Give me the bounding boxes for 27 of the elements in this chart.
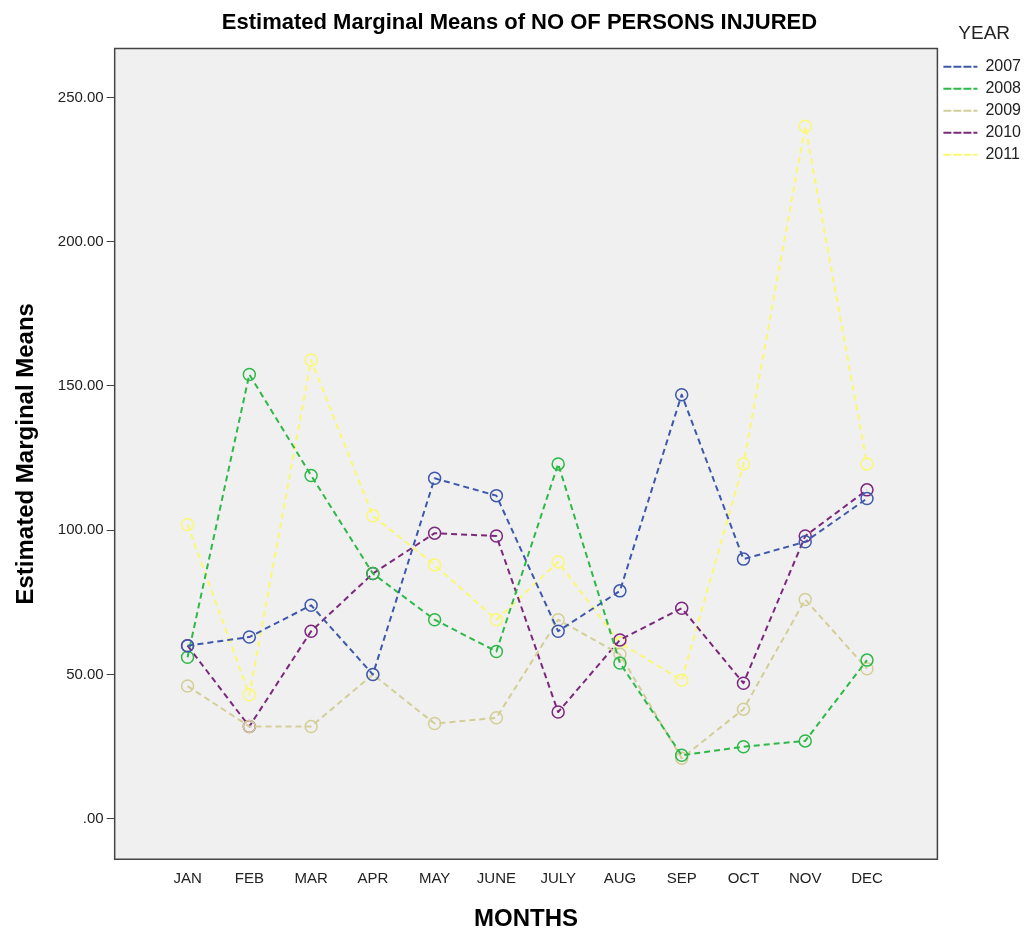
y-tick-label: 150.00 [57,376,104,394]
x-tick-label: APR [357,869,389,887]
y-tick-label: 100.00 [57,520,104,538]
y-tick-label: 50.00 [66,664,104,682]
x-tick-label: NOV [788,869,822,887]
legend-label: 2007 [985,57,1022,75]
y-tick-label: .00 [82,808,104,826]
legend-title: YEAR [958,21,1011,43]
x-tick-label: JUNE [476,869,516,887]
x-axis-title: MONTHS [474,904,579,932]
x-tick-label: MAY [418,869,451,887]
x-tick-label: OCT [727,869,760,887]
x-tick-label: SEP [666,869,697,887]
legend-label: 2011 [985,145,1020,163]
y-axis-title: Estimated Marginal Means [11,303,39,605]
legend-label: 2010 [985,123,1022,141]
legend-label: 2009 [985,101,1022,119]
x-tick-label: FEB [234,869,264,887]
y-tick-label: 200.00 [57,231,104,249]
x-tick-label: JULY [540,869,576,887]
x-tick-label: AUG [603,869,637,887]
chart-title: Estimated Marginal Means of NO OF PERSONS INJURED [221,9,818,35]
x-tick-label: MAR [294,869,328,887]
legend-label: 2008 [985,79,1022,97]
x-tick-label: JAN [173,869,202,887]
x-tick-label: DEC [851,869,883,887]
y-tick-label: 250.00 [57,87,104,105]
